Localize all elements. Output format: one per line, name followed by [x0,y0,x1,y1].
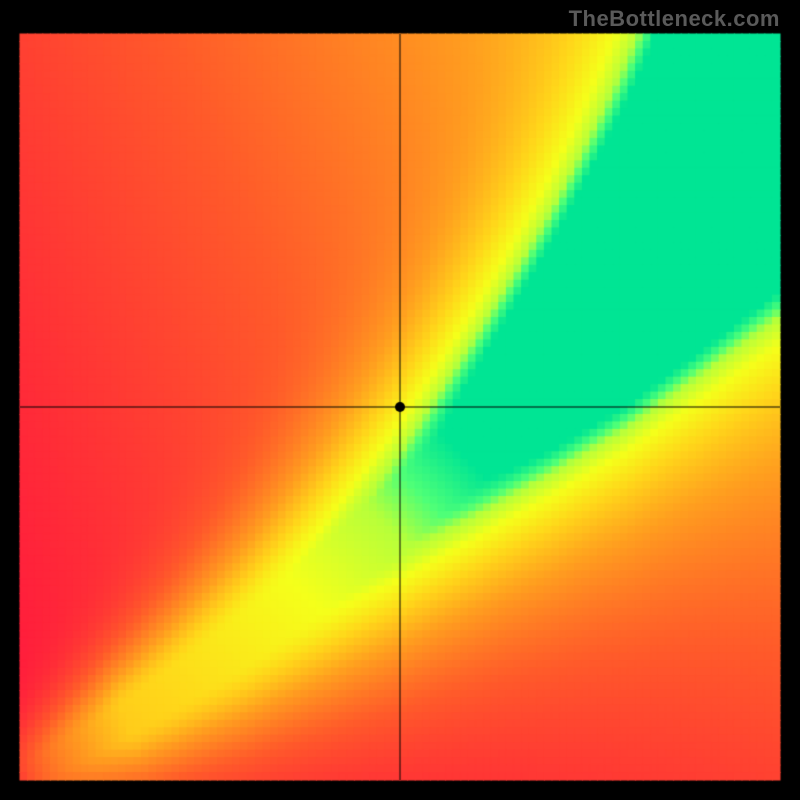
watermark-text: TheBottleneck.com [569,6,780,32]
chart-container: { "watermark": { "text": "TheBottleneck.… [0,0,800,800]
bottleneck-heatmap [0,0,800,800]
